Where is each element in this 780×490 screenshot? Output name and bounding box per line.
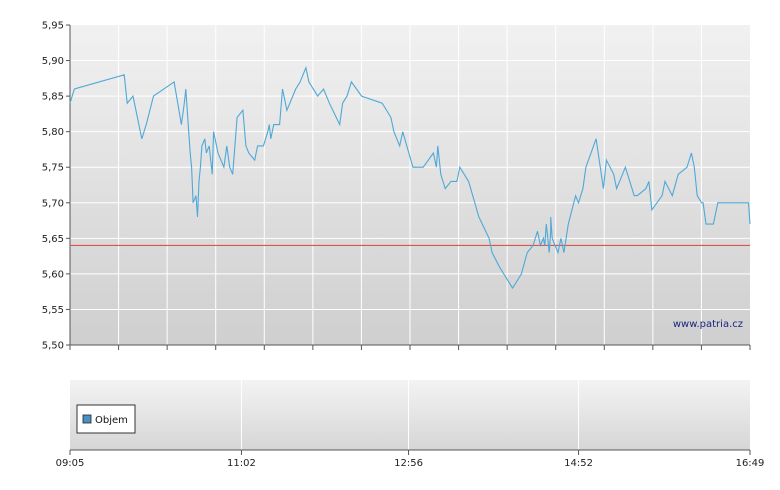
y-tick-label: 5,55 (42, 305, 64, 316)
y-tick-label: 5,90 (42, 56, 64, 67)
y-tick-label: 5,60 (42, 269, 64, 280)
volume-gridlines (240, 380, 580, 450)
y-axis-ticks: 5,95 5,90 5,85 5,80 5,75 5,70 5,65 5,60 5,55 5,50 (42, 21, 70, 352)
x-tick-label: 09:05 (56, 458, 85, 469)
x-axis-labels: 09:05 11:02 12:56 14:52 16:49 (56, 450, 765, 469)
x-tick-label: 14:52 (564, 458, 593, 469)
watermark: www.patria.cz (673, 319, 743, 330)
x-axis-minor-ticks (69, 345, 751, 350)
y-tick-label: 5,85 (42, 92, 64, 103)
x-tick-label: 11:02 (227, 458, 256, 469)
price-gridlines (70, 25, 750, 345)
legend-swatch (82, 414, 92, 424)
price-series-line (69, 65, 751, 290)
y-tick-label: 5,80 (42, 127, 64, 138)
x-tick-label: 12:56 (394, 458, 423, 469)
x-tick-label: 16:49 (736, 458, 765, 469)
y-tick-label: 5,95 (42, 21, 64, 32)
y-tick-label: 5,50 (42, 341, 64, 352)
y-tick-label: 5,75 (42, 163, 64, 174)
volume-legend: Objem (76, 404, 136, 434)
legend-label: Objem (95, 415, 128, 426)
volume-plot-area (70, 380, 750, 450)
y-tick-label: 5,70 (42, 198, 64, 209)
y-tick-label: 5,65 (42, 234, 64, 245)
